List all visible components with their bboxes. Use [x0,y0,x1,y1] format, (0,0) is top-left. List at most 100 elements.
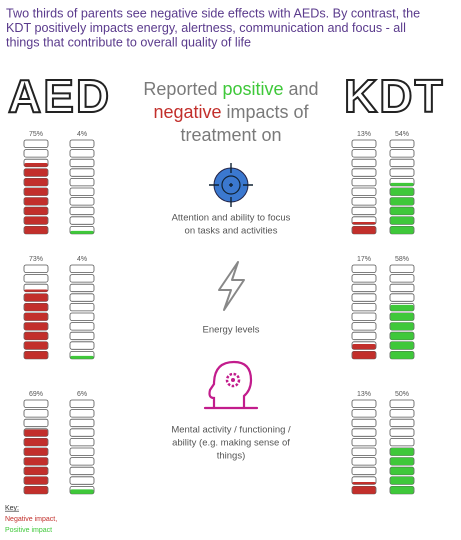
cell-fill [390,341,414,350]
cell [69,447,95,456]
cell [69,331,95,341]
cell-fill [352,351,376,359]
cell [389,293,415,302]
cell [351,177,377,187]
cell [69,437,95,447]
row-label: Attention and ability to focus [172,213,291,224]
cell-fill [24,438,48,446]
cell [23,149,49,158]
cell [69,197,95,206]
cell-fill [24,448,48,456]
title-part: impacts of [222,102,310,122]
percent-label: 6% [77,391,87,398]
target-ring [221,175,241,195]
percent-label: 69% [29,391,43,398]
cell [351,206,377,216]
key-positive: Positive impact [5,527,52,534]
title-part: and [284,79,319,99]
cell-fill [390,304,414,311]
cell [351,457,377,466]
cell [23,264,49,273]
cell-fill [390,448,414,456]
cell-fill [390,332,414,340]
cell [351,437,377,447]
cell [23,139,49,148]
cell-fill [390,486,414,494]
center-title-line: Reported positive and [143,79,318,99]
aed-heading: AED [8,70,111,122]
cell-fill [24,207,48,215]
cell [69,466,95,476]
cell [69,216,95,225]
cell-fill [390,182,414,186]
row-label: ability (e.g. making sense of [172,438,290,449]
cell [389,437,415,447]
cell-fill [24,341,48,350]
cell [351,322,377,331]
center-title-line: treatment on [180,125,281,145]
cell [23,399,49,408]
gear-center [231,378,235,382]
cell [351,312,377,321]
cell-fill [390,197,414,206]
title-part: Reported [143,79,222,99]
cell-fill [24,332,48,340]
cell [69,322,95,331]
cell [69,293,95,302]
cell [351,409,377,418]
cell [389,264,415,273]
percent-label: 4% [77,131,87,138]
cell [69,187,95,196]
cell-fill [390,216,414,225]
cell-fill [24,351,48,359]
cell [351,293,377,302]
cell-fill [70,489,94,494]
cell-fill [24,188,48,196]
lightning-icon [218,261,245,311]
cell-fill [24,486,48,494]
cell-fill [24,476,48,485]
cell [69,418,95,428]
cell [69,149,95,158]
cell-fill [70,230,94,234]
key-title: Key: [5,505,19,512]
percent-label: 4% [77,256,87,263]
gear-icon [225,372,241,388]
cell-fill [352,222,376,225]
cell-fill [24,289,48,292]
cell-fill [24,162,48,167]
cell [69,264,95,273]
cell [69,457,95,466]
cell [351,447,377,456]
center-title-line: negative impacts of [153,102,309,122]
icons [203,163,259,410]
cell-fill [24,322,48,331]
percent-label: 50% [395,391,409,398]
header-line: things that contribute to overall qualit… [6,35,251,49]
cell [23,274,49,283]
cell-fill [390,467,414,475]
cell-fill [24,457,48,466]
cell-fill [24,293,48,302]
cell [351,197,377,206]
cell-fill [24,303,48,311]
cell [389,283,415,293]
cell [69,302,95,312]
head-icon [203,360,259,410]
cell [389,149,415,158]
cell [69,312,95,321]
row-label: things) [217,451,246,462]
cell [69,341,95,350]
percent-label: 13% [357,391,371,398]
cell-fill [390,457,414,466]
cell-fill [24,313,48,321]
percent-label: 75% [29,131,43,138]
cell [351,399,377,408]
cell [69,168,95,177]
title-part: positive [222,79,283,99]
header-line: KDT positively impacts energy, alertness… [6,21,406,35]
cell [351,139,377,148]
row-label: on tasks and activities [185,226,278,237]
cell [389,399,415,408]
